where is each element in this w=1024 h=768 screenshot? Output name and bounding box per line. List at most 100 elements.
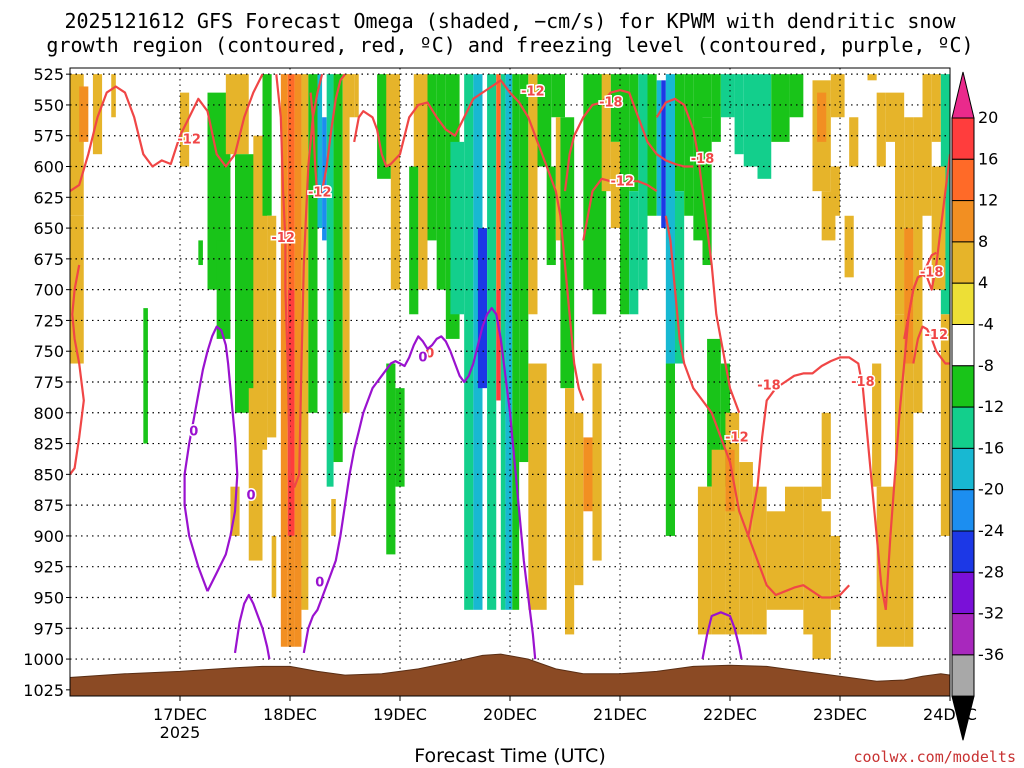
dgz-contour	[582, 177, 658, 241]
y-tick-label: 775	[33, 373, 64, 392]
omega-cell	[342, 74, 350, 413]
omega-cell	[592, 363, 602, 561]
colorbar-swatch	[951, 324, 975, 367]
omega-cell	[817, 92, 827, 142]
x-tick-label: 18DEC	[263, 705, 317, 724]
dgz-contour-label: -12	[725, 430, 749, 445]
dgz-contour	[70, 73, 264, 193]
omega-cell	[528, 74, 538, 315]
omega-cell	[225, 74, 249, 155]
omega-cell	[720, 74, 735, 118]
y-tick-label: 650	[33, 219, 64, 238]
omega-cell	[143, 308, 148, 444]
omega-cell	[725, 412, 740, 635]
colorbar-swatch	[951, 571, 975, 615]
omega-cell	[308, 74, 318, 413]
omega-cell	[675, 74, 685, 192]
colorbar-label: -24	[978, 521, 1004, 540]
omega-cell	[555, 117, 561, 241]
omega-cell	[849, 117, 859, 167]
y-tick-label: 850	[33, 465, 64, 484]
omega-cell	[280, 74, 288, 647]
omega-cell	[785, 486, 804, 610]
colorbar-top-arrow	[951, 71, 975, 119]
dgz-contour-label: -12	[925, 328, 949, 343]
omega-cell	[743, 74, 758, 167]
dgz-contour-label: 0	[425, 347, 434, 362]
colorbar-label: -4	[978, 315, 994, 334]
omega-cell	[931, 166, 946, 290]
dgz-contour	[309, 73, 346, 199]
omega-cell	[711, 449, 726, 635]
omega-cell	[720, 363, 730, 487]
dgz-contour-label: -18	[851, 375, 875, 390]
omega-cell	[198, 240, 203, 266]
omega-cell	[409, 166, 419, 315]
y-tick-label: 900	[33, 527, 64, 546]
omega-cell	[413, 74, 428, 167]
y-tick-label: 625	[33, 188, 64, 207]
y-tick-label: 750	[33, 342, 64, 361]
y-tick-label: 700	[33, 281, 64, 300]
omega-cell	[629, 74, 639, 192]
y-tick-label: 800	[33, 404, 64, 423]
colorbar-swatch	[951, 365, 975, 408]
omega-cell	[565, 388, 575, 635]
colorbar-swatch	[951, 158, 975, 202]
y-tick-label: 925	[33, 558, 64, 577]
contours: -12-12-120-12-18-12-18-12-18 -18-18-12000…	[70, 73, 950, 660]
omega-cell	[844, 215, 854, 278]
omega-cell	[354, 74, 359, 118]
dgz-contour	[275, 73, 324, 488]
colorbar-label: 12	[978, 191, 998, 210]
omega-cell	[505, 74, 513, 413]
colorbar-label: 20	[978, 108, 998, 127]
x-tick-label: 17DEC	[153, 705, 207, 724]
y-tick-label: 950	[33, 588, 64, 607]
omega-cell	[111, 74, 116, 118]
terrain	[69, 653, 951, 697]
colorbar-label: -36	[978, 645, 1004, 664]
omega-cell	[574, 535, 584, 586]
freezing-contour	[233, 593, 271, 660]
dgz-contour-label: -18	[691, 152, 715, 167]
dgz-contour-label: -18	[920, 265, 944, 280]
omega-cell	[317, 74, 323, 229]
colorbar-label: -28	[978, 562, 1004, 581]
omega-cell	[610, 74, 620, 142]
omega-cell	[656, 80, 662, 216]
credit-text: coolwx.com/modelts	[853, 748, 1016, 766]
freezing-contour-label: 0	[418, 350, 427, 365]
omega-cell	[895, 92, 905, 315]
omega-cell	[287, 74, 295, 290]
omega-cell	[496, 289, 501, 401]
omega-cell	[904, 117, 914, 315]
chart-title-line1: 2025121612 GFS Forecast Omega (shaded, −…	[64, 9, 956, 33]
dgz-contour-label: -12	[611, 174, 635, 189]
freezing-contour	[183, 325, 239, 592]
x-tick-label: 20DEC	[483, 705, 537, 724]
omega-cell	[739, 462, 753, 635]
omega-cell	[702, 117, 712, 266]
y-tick-label: 975	[33, 619, 64, 638]
colorbar: 20 16 12 8 4 -4 -8 -12 -16 -20 -24 -28 -32 -36	[951, 71, 1004, 741]
dgz-contour-label: -18	[757, 379, 781, 394]
omega-cell	[505, 412, 513, 610]
colorbar-label: -20	[978, 480, 1004, 499]
omega-cell	[629, 191, 639, 315]
omega-cell	[830, 74, 845, 118]
omega-cell	[301, 289, 309, 610]
colorbar-label: -16	[978, 438, 1004, 457]
y-tick-label: 550	[33, 96, 64, 115]
omega-cell	[789, 74, 804, 118]
omega-cell	[697, 486, 712, 635]
omega-cell	[904, 314, 914, 647]
x-tick-label: 19DEC	[373, 705, 427, 724]
dgz-contour-label: -12	[308, 185, 332, 200]
omega-cell	[830, 535, 840, 610]
omega-cell	[477, 228, 488, 389]
y-tick-label: 675	[33, 250, 64, 269]
y-tick-label: 525	[33, 65, 64, 84]
